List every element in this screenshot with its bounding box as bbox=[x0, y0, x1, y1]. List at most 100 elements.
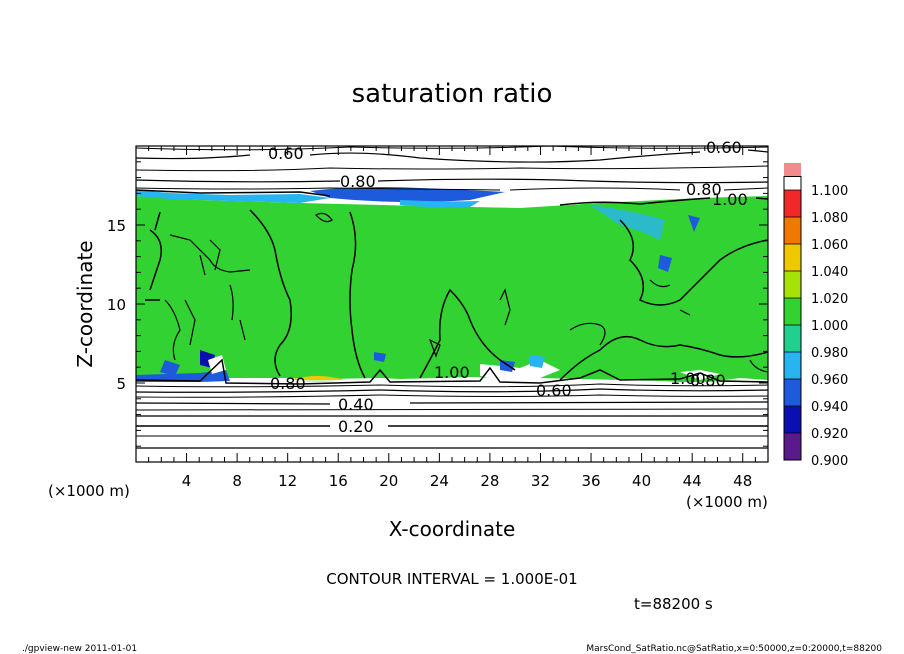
contour-label: 0.60 bbox=[268, 144, 304, 163]
contour-line bbox=[145, 211, 162, 301]
contour-line bbox=[164, 299, 196, 361]
x-tick-label: 44 bbox=[683, 472, 702, 490]
colorbar-tick-label: 1.100 bbox=[811, 184, 848, 199]
contour-line bbox=[136, 394, 768, 398]
colorbar-tick-label: 0.920 bbox=[811, 427, 848, 442]
colorbar-swatch bbox=[784, 433, 801, 460]
contour-label: 0.60 bbox=[536, 381, 572, 400]
heatmap-region-blue-top bbox=[310, 187, 505, 203]
heatmap-region-blue-bottom bbox=[136, 370, 230, 382]
heatmap-region-cyan bbox=[530, 355, 545, 368]
contour-label: 0.80 bbox=[686, 180, 722, 199]
contour-line bbox=[136, 165, 768, 172]
y-tick-label: 15 bbox=[107, 217, 126, 235]
y-axis: 5 10 15 bbox=[107, 161, 768, 447]
contour-line bbox=[199, 239, 221, 276]
heatmap-region-cyan bbox=[136, 190, 330, 203]
contour-line bbox=[315, 212, 333, 223]
contour-labels: 0.60 0.60 0.80 0.80 1.00 1.00 1.00 0.60 … bbox=[268, 138, 748, 436]
x-axis-unit: (×1000 m) bbox=[686, 493, 768, 511]
x-tick-label: 16 bbox=[329, 472, 348, 490]
x-tick-label: 36 bbox=[581, 472, 600, 490]
heatmap-region-white bbox=[680, 370, 720, 380]
footer-right: MarsCond_SatRatio.nc@SatRatio,x=0:50000,… bbox=[586, 644, 882, 654]
heatmap-region-lower-dry bbox=[136, 382, 768, 462]
colorbar: 0.900 0.920 0.940 0.960 0.980 1.000 1.020 1.040… bbox=[783, 163, 848, 469]
colorbar-swatch bbox=[784, 379, 801, 406]
contour-line bbox=[136, 383, 768, 388]
colorbar-swatch bbox=[784, 244, 801, 271]
contour-line bbox=[349, 211, 366, 379]
contour-line bbox=[569, 322, 606, 346]
colorbar-swatch bbox=[784, 271, 801, 298]
y-axis-label: Z-coordinate bbox=[73, 240, 97, 367]
heatmap-region-cyan bbox=[590, 205, 665, 240]
contour-line bbox=[136, 149, 768, 163]
heatmap-field bbox=[136, 146, 768, 462]
contour-interval-text: CONTOUR INTERVAL = 1.000E-01 bbox=[326, 570, 577, 588]
colorbar-swatch bbox=[784, 298, 801, 325]
contour-label: 1.00 bbox=[670, 369, 706, 388]
colorbar-tick-label: 1.060 bbox=[811, 238, 848, 253]
colorbar-swatch bbox=[784, 190, 801, 217]
colorbar-tick-label: 1.020 bbox=[811, 292, 848, 307]
heatmap-region-blue bbox=[658, 255, 672, 272]
x-tick-label: 32 bbox=[531, 472, 550, 490]
heatmap-region-blue bbox=[688, 215, 700, 232]
contour-label: 0.20 bbox=[338, 417, 374, 436]
y-tick-label: 5 bbox=[116, 375, 126, 393]
colorbar-tick-label: 0.900 bbox=[811, 454, 848, 469]
contour-label: 0.80 bbox=[270, 374, 306, 393]
contour-line bbox=[136, 178, 768, 184]
heatmap-region-cyan bbox=[400, 200, 480, 208]
x-tick-label: 8 bbox=[232, 472, 242, 490]
contour-line bbox=[136, 388, 768, 393]
contour-line bbox=[136, 358, 768, 385]
contour-line bbox=[749, 359, 768, 373]
x-tick-label: 12 bbox=[278, 472, 297, 490]
contour-line bbox=[169, 234, 251, 273]
contour-label: 0.80 bbox=[340, 172, 376, 191]
contour-label: 0.60 bbox=[706, 138, 742, 157]
colorbar-swatch bbox=[784, 406, 801, 433]
contour-line bbox=[499, 288, 511, 326]
colorbar-swatch bbox=[784, 352, 801, 379]
x-tick-label: 4 bbox=[182, 472, 192, 490]
colorbar-swatch bbox=[784, 163, 801, 177]
x-axis: 4 8 12 16 20 24 28 32 36 40 44 48 bbox=[148, 146, 756, 490]
colorbar-tick-label: 1.000 bbox=[811, 319, 848, 334]
contour-line bbox=[619, 219, 768, 306]
contour-lines bbox=[136, 146, 768, 449]
chart-title: saturation ratio bbox=[352, 79, 553, 109]
contour-line bbox=[559, 197, 768, 206]
x-tick-label: 40 bbox=[632, 472, 651, 490]
contour-line bbox=[428, 338, 441, 358]
contour-line bbox=[559, 335, 768, 381]
x-axis-label: X-coordinate bbox=[389, 517, 516, 541]
colorbar-swatch bbox=[784, 325, 801, 352]
contour-line bbox=[136, 408, 768, 411]
contour-line bbox=[649, 279, 691, 316]
x-tick-label: 20 bbox=[379, 472, 398, 490]
y-tick-label: 10 bbox=[107, 296, 126, 314]
x-tick-label: 48 bbox=[733, 472, 752, 490]
colorbar-tick-label: 0.980 bbox=[811, 346, 848, 361]
heatmap-region-green bbox=[136, 196, 768, 383]
contour-line bbox=[136, 189, 331, 197]
colorbar-swatch bbox=[784, 217, 801, 244]
contour-line bbox=[229, 284, 246, 341]
x-tick-label: 24 bbox=[430, 472, 449, 490]
colorbar-tick-label: 1.080 bbox=[811, 211, 848, 226]
contour-line bbox=[136, 187, 768, 191]
contour-line bbox=[136, 401, 768, 405]
contour-label: 0.40 bbox=[338, 395, 374, 414]
heatmap-region-blue bbox=[160, 360, 180, 376]
footer-left: ./gpview-new 2011-01-01 bbox=[22, 644, 137, 654]
colorbar-tick-label: 0.940 bbox=[811, 400, 848, 415]
heatmap-peak-patch bbox=[290, 376, 345, 380]
colorbar-tick-label: 1.040 bbox=[811, 265, 848, 280]
heatmap-region-blue bbox=[374, 352, 386, 362]
contour-label: 1.00 bbox=[712, 190, 748, 209]
contour-label: 0.80 bbox=[690, 371, 726, 390]
